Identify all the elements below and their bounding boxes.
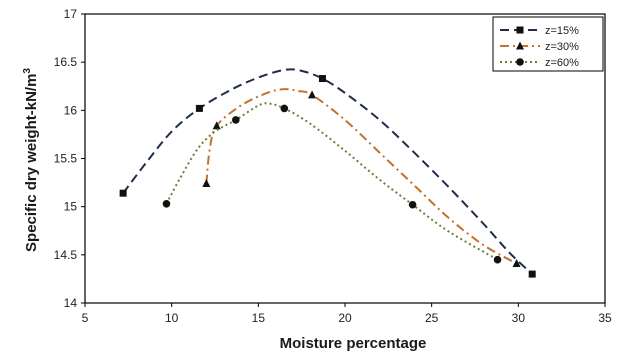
data-point-marker xyxy=(202,179,211,188)
series-3 xyxy=(162,102,502,264)
legend-entries: z=15% z=30% z=60% xyxy=(500,25,579,69)
y-tick-label: 16.5 xyxy=(54,55,78,69)
data-point-marker xyxy=(195,104,203,112)
series-line xyxy=(165,102,499,261)
data-point-marker xyxy=(232,116,240,124)
y-tick-label: 14 xyxy=(64,296,78,310)
legend-label: z=15% xyxy=(545,25,579,37)
x-tick-label: 25 xyxy=(425,311,439,325)
legend: z=15% z=30% z=60% xyxy=(492,16,604,72)
x-axis-title: Moisture percentage xyxy=(280,335,427,352)
series-2 xyxy=(202,88,521,268)
data-point-marker xyxy=(528,270,536,278)
y-tick-label: 14.5 xyxy=(54,248,78,262)
data-point-marker xyxy=(493,255,502,264)
legend-marker xyxy=(516,26,524,34)
x-tick-label: 10 xyxy=(165,311,179,325)
x-axis-ticks: 5 10 15 20 25 30 35 xyxy=(82,303,612,325)
y-tick-label: 15 xyxy=(64,200,78,214)
y-tick-label: 15.5 xyxy=(54,152,78,166)
data-point-marker xyxy=(512,259,521,268)
x-tick-label: 5 xyxy=(82,311,89,325)
data-point-marker xyxy=(212,121,221,130)
data-point-marker xyxy=(162,199,171,208)
x-tick-label: 15 xyxy=(252,311,266,325)
legend-label: z=30% xyxy=(545,41,579,53)
x-tick-label: 20 xyxy=(338,311,352,325)
legend-marker xyxy=(516,58,524,66)
y-axis-title-superscript: 3 xyxy=(22,68,33,74)
data-point-marker xyxy=(280,104,289,113)
y-tick-label: 17 xyxy=(64,7,78,21)
y-axis-ticks: 14 14.5 15 15.5 16 16.5 17 xyxy=(54,7,85,310)
data-point-marker xyxy=(308,90,317,99)
y-axis-title: Specific dry weight-kN/m3 xyxy=(22,68,40,252)
series-layer xyxy=(119,68,536,278)
series-line xyxy=(205,88,518,265)
series-1 xyxy=(119,68,536,278)
y-axis-title-main: Specific dry weight-kN/m xyxy=(23,74,40,252)
x-tick-label: 35 xyxy=(598,311,612,325)
data-point-marker xyxy=(119,189,127,197)
legend-marker xyxy=(516,41,524,50)
data-point-marker xyxy=(318,75,326,83)
data-point-marker xyxy=(408,200,417,209)
legend-label: z=60% xyxy=(545,57,579,69)
x-tick-label: 30 xyxy=(512,311,526,325)
y-tick-label: 16 xyxy=(64,103,78,117)
series-line xyxy=(122,68,533,275)
